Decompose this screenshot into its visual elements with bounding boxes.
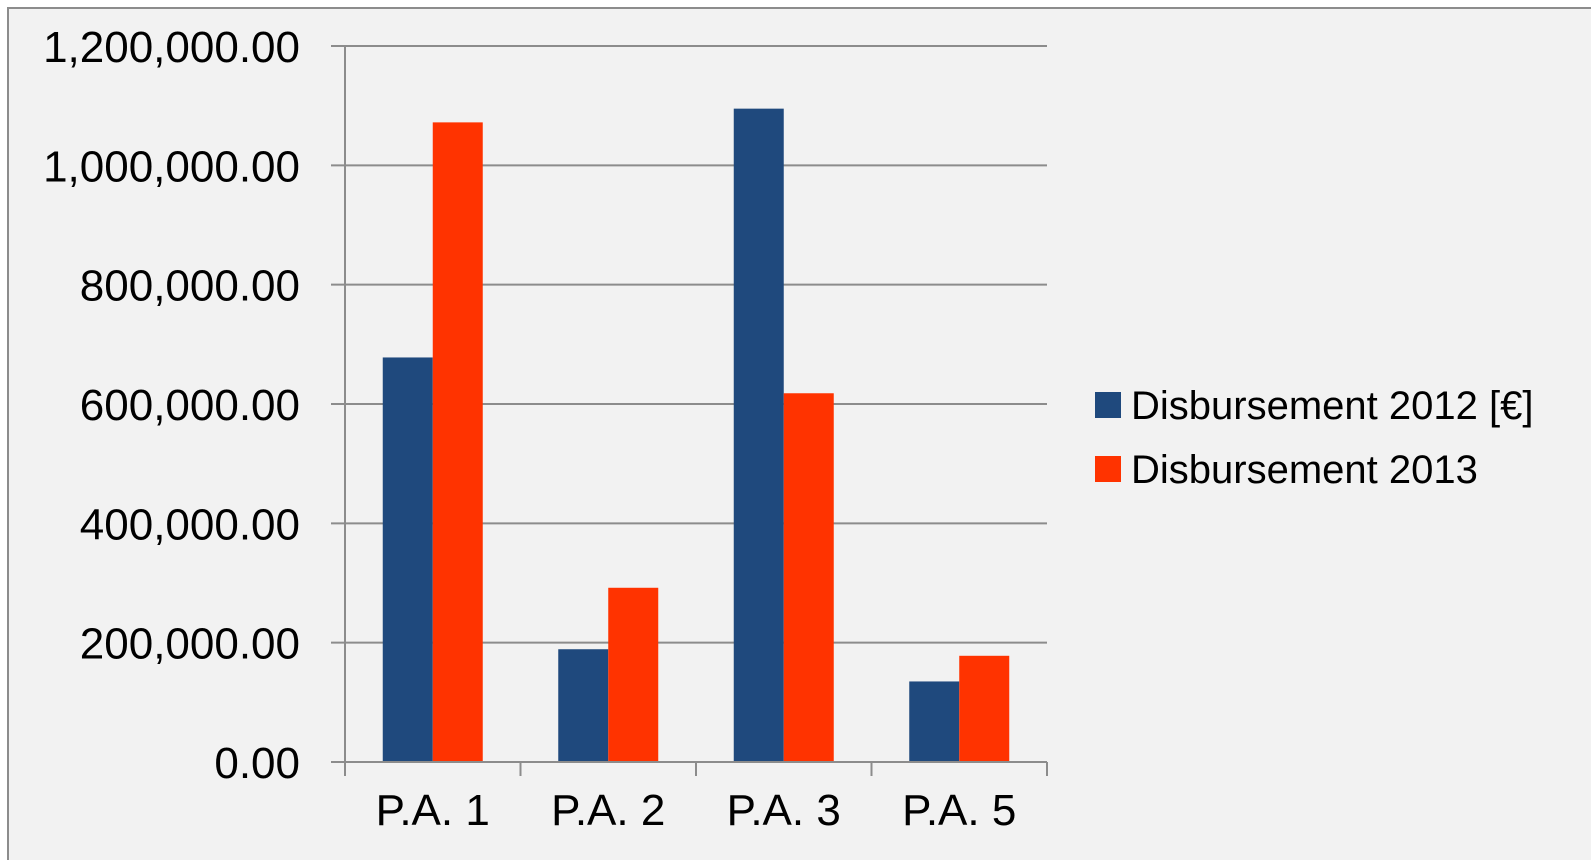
legend-entry: Disbursement 2012 [€] bbox=[1095, 384, 1533, 428]
x-tick-label: P.A. 2 bbox=[551, 786, 665, 835]
bar bbox=[733, 108, 784, 762]
y-tick-label: 1,200,000.00 bbox=[43, 23, 300, 72]
bars bbox=[382, 108, 1010, 762]
bar bbox=[783, 393, 834, 762]
y-tick-label: 200,000.00 bbox=[80, 620, 300, 669]
x-tick-label: P.A. 1 bbox=[376, 786, 490, 835]
legend-label: Disbursement 2012 [€] bbox=[1131, 384, 1533, 428]
legend-swatch bbox=[1095, 456, 1121, 482]
y-tick-label: 1,000,000.00 bbox=[43, 142, 300, 191]
y-tick-label: 800,000.00 bbox=[80, 262, 300, 311]
legend-label: Disbursement 2013 bbox=[1131, 448, 1478, 492]
legend-entry: Disbursement 2013 bbox=[1095, 448, 1478, 492]
x-tick-label: P.A. 3 bbox=[727, 786, 841, 835]
legend-swatch bbox=[1095, 392, 1121, 418]
x-tick-label: P.A. 5 bbox=[902, 786, 1016, 835]
y-tick-label: 400,000.00 bbox=[80, 500, 300, 549]
bar bbox=[432, 122, 483, 762]
bar bbox=[608, 587, 659, 762]
tick-labels: 0.00 200,000.00 400,000.00 600,000.00 800,00… bbox=[43, 23, 1016, 835]
bar bbox=[382, 357, 433, 762]
legend: Disbursement 2012 [€] Disbursement 2013 bbox=[1095, 384, 1533, 492]
axes bbox=[344, 46, 1048, 776]
y-tick-label: 0.00 bbox=[214, 739, 300, 788]
bar bbox=[959, 655, 1010, 762]
bar bbox=[558, 649, 609, 762]
bar bbox=[909, 681, 960, 762]
y-tick-label: 600,000.00 bbox=[80, 381, 300, 430]
